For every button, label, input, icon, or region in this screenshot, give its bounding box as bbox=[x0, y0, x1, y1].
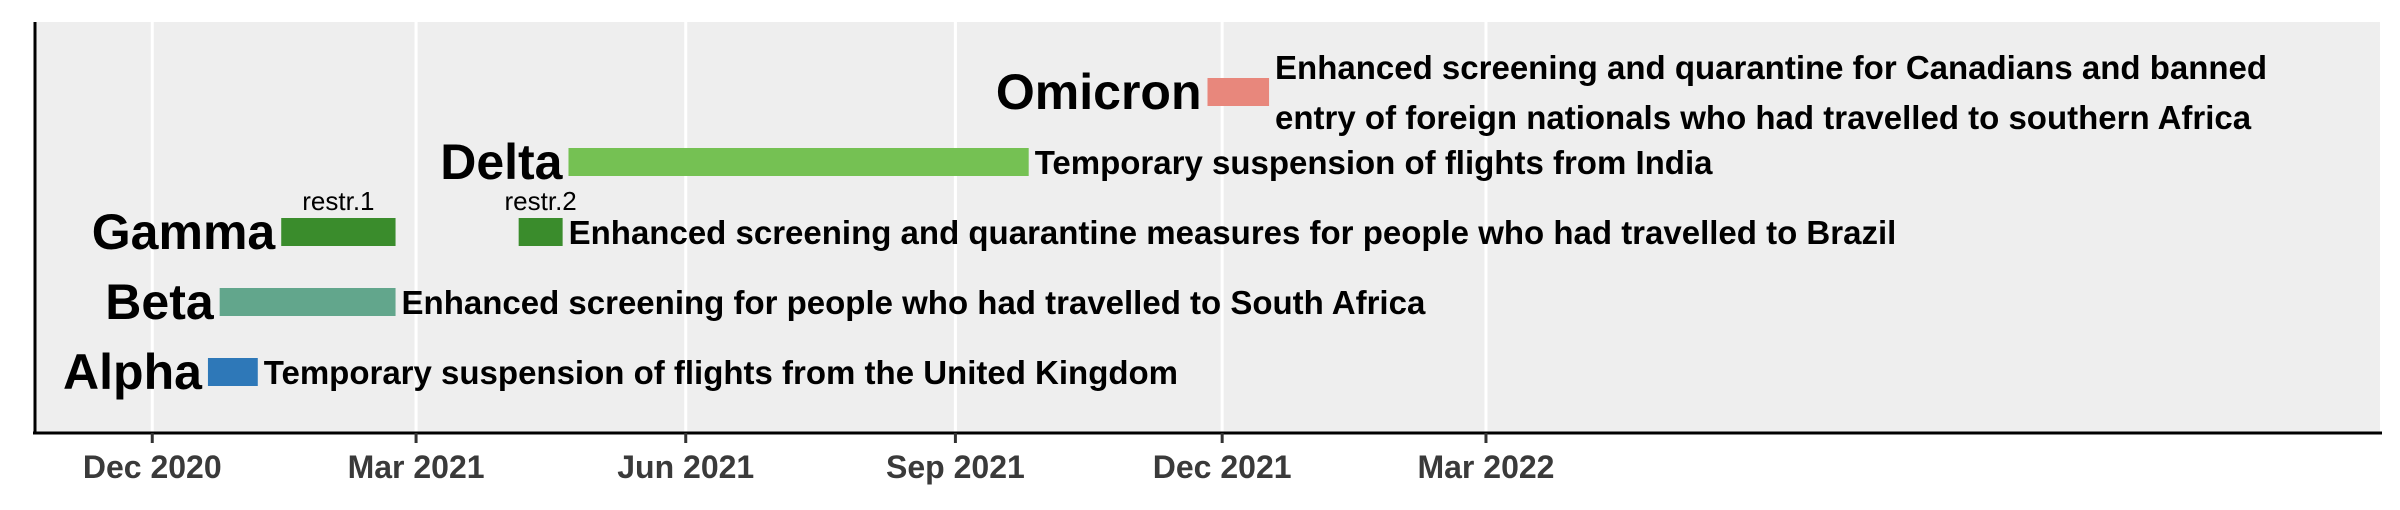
bar-omicron bbox=[1207, 78, 1270, 106]
bar-delta bbox=[568, 148, 1029, 176]
variant-label-beta: Beta bbox=[105, 274, 215, 330]
restriction-annotation: Enhanced screening and quarantine for Ca… bbox=[1275, 49, 2267, 86]
x-tick-label: Sep 2021 bbox=[886, 449, 1025, 485]
restriction-annotation: Enhanced screening for people who had tr… bbox=[402, 284, 1426, 321]
restriction-label: restr.1 bbox=[302, 186, 374, 216]
grid-lines bbox=[150, 22, 1488, 432]
variant-label-omicron: Omicron bbox=[996, 64, 1202, 120]
variant-label-delta: Delta bbox=[440, 134, 563, 190]
restriction-annotation: entry of foreign nationals who had trave… bbox=[1275, 99, 2252, 136]
bar-gamma-2 bbox=[518, 218, 563, 246]
restriction-label: restr.2 bbox=[505, 186, 577, 216]
x-tick-label: Mar 2022 bbox=[1417, 449, 1554, 485]
x-tick-label: Jun 2021 bbox=[617, 449, 754, 485]
variant-label-alpha: Alpha bbox=[63, 344, 203, 400]
bar-beta bbox=[219, 288, 396, 316]
bar-alpha bbox=[207, 358, 258, 386]
labels-layer: Alpha Temporary suspension of flights fro… bbox=[63, 49, 2267, 400]
x-tick-label: Dec 2020 bbox=[83, 449, 222, 485]
x-tick-label: Mar 2021 bbox=[348, 449, 485, 485]
bar-gamma-1 bbox=[281, 218, 396, 246]
x-tick-label: Dec 2021 bbox=[1153, 449, 1292, 485]
x-axis-ticks: Dec 2020 Mar 2021 Jun 2021 Sep 2021 Dec 2021… bbox=[83, 433, 1554, 485]
bars-layer bbox=[207, 78, 1270, 386]
variant-label-gamma: Gamma bbox=[92, 204, 277, 260]
restriction-annotation: Temporary suspension of flights from the… bbox=[264, 354, 1178, 391]
restriction-annotation: Enhanced screening and quarantine measur… bbox=[569, 214, 1897, 251]
restriction-annotation: Temporary suspension of flights from Ind… bbox=[1035, 144, 1713, 181]
